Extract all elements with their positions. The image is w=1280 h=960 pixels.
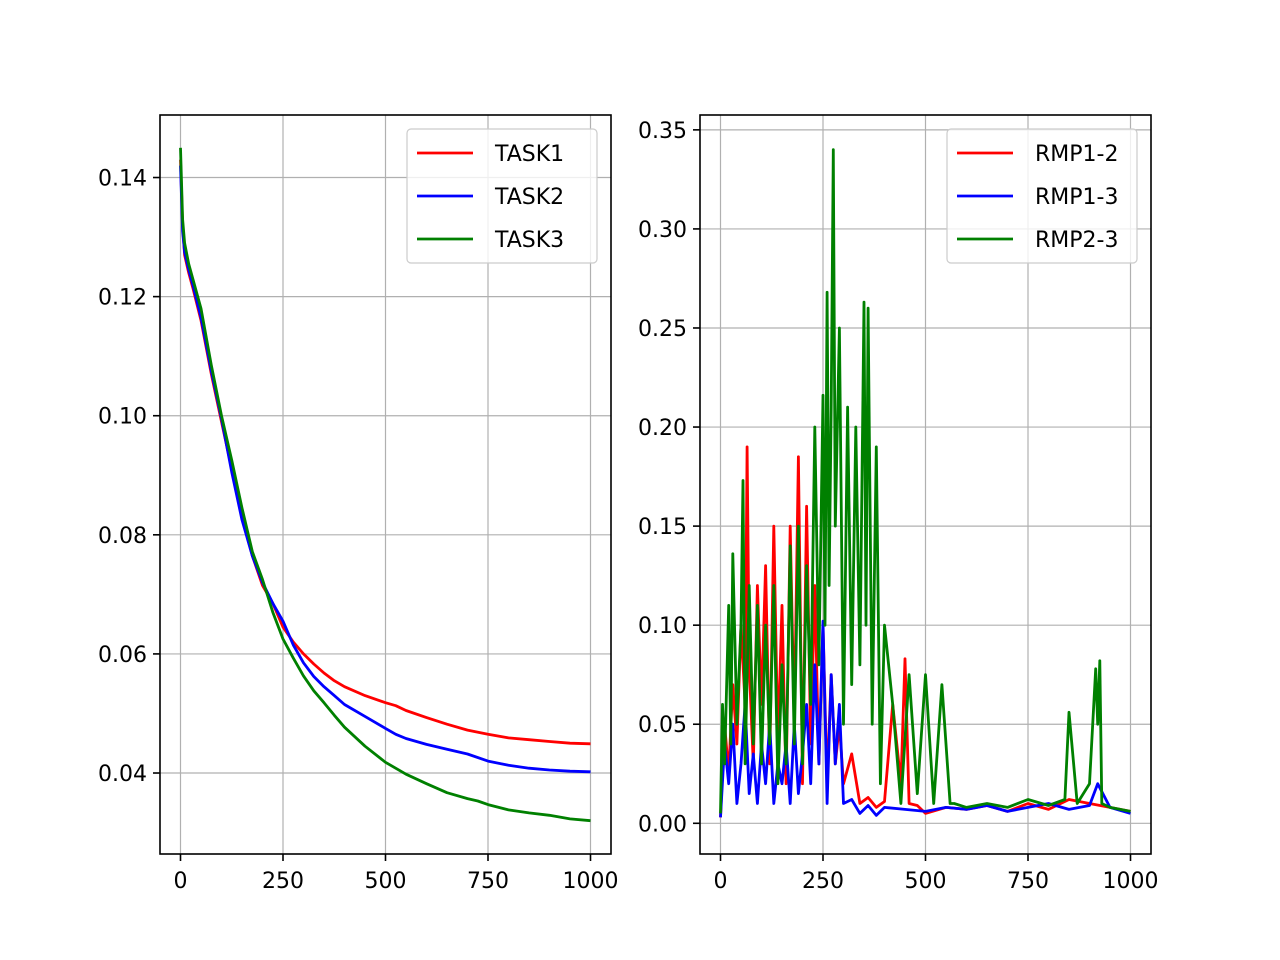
y-tick-label: 0.25: [638, 317, 687, 342]
x-tick-label: 750: [467, 869, 509, 894]
x-tick-label: 250: [262, 869, 304, 894]
y-tick-label: 0.08: [98, 524, 147, 549]
legend: TASK1 TASK2 TASK3: [406, 128, 598, 264]
legend-box: [946, 128, 1138, 264]
x-tick-label: 250: [802, 869, 844, 894]
x-tick-label: 1000: [1103, 869, 1159, 894]
y-tick-label: 0.05: [638, 713, 687, 738]
series-line-task3: [179, 147, 591, 823]
y-tick-label: 0.04: [98, 762, 147, 787]
series-line-task2: [179, 165, 591, 774]
y-tick-label: 0.20: [638, 416, 687, 441]
x-tick-label: 750: [1007, 869, 1049, 894]
y-tick-label: 0.30: [638, 218, 687, 243]
x-tick-label: 0: [714, 869, 728, 894]
y-tick-label: 0.35: [638, 119, 687, 144]
legend-label: TASK3: [494, 228, 564, 253]
left-line-chart: 0 250 500 750 1000 0.04 0.06 0.08 0.10 0.12 0.14 TA…: [98, 114, 619, 894]
legend-label: RMP1-3: [1035, 185, 1118, 210]
right-line-chart: 0 250 500 750 1000 0.00 0.05 0.10 0.15 0.20 0.25 0.…: [638, 114, 1159, 894]
y-tick-label: 0.00: [638, 812, 687, 837]
series-line-rmp2-3: [719, 148, 1131, 814]
legend-label: TASK1: [494, 142, 564, 167]
x-tick-label: 500: [905, 869, 947, 894]
y-tick-label: 0.15: [638, 515, 687, 540]
series-line-rmp1-3: [719, 619, 1131, 818]
y-tick-label: 0.14: [98, 167, 147, 192]
x-tick-label: 1000: [563, 869, 619, 894]
legend-label: TASK2: [494, 185, 564, 210]
y-tick-label: 0.12: [98, 286, 147, 311]
y-tick-label: 0.06: [98, 643, 147, 668]
x-tick-label: 0: [174, 869, 188, 894]
y-tick-label: 0.10: [638, 614, 687, 639]
legend-label: RMP1-2: [1035, 142, 1118, 167]
legend-label: RMP2-3: [1035, 228, 1118, 253]
legend: RMP1-2 RMP1-3 RMP2-3: [946, 128, 1138, 264]
x-tick-label: 500: [365, 869, 407, 894]
legend-box: [406, 128, 598, 264]
y-tick-label: 0.10: [98, 405, 147, 430]
